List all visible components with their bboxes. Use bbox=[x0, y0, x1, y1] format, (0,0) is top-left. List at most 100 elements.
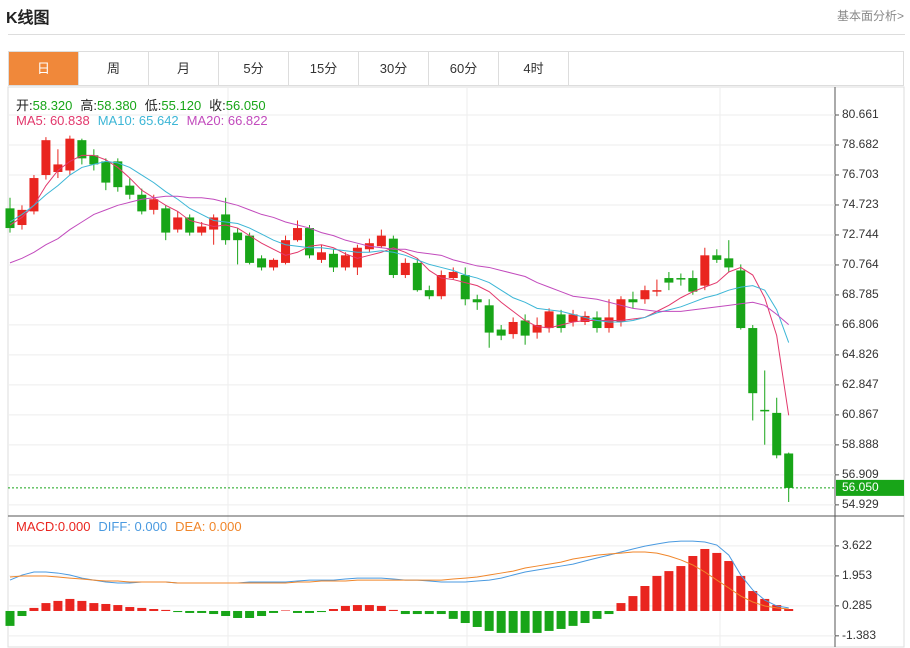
y-tick-label: 0.285 bbox=[842, 598, 872, 612]
candle-body bbox=[520, 320, 530, 336]
macd-bar bbox=[748, 591, 758, 611]
candle-body bbox=[89, 155, 99, 165]
macd-bar bbox=[173, 610, 183, 613]
candle-body bbox=[676, 278, 686, 280]
legend-entry: MA5: 60.838 bbox=[16, 113, 90, 128]
legend-entry: DEA: 0.000 bbox=[175, 519, 242, 534]
candle-body bbox=[65, 138, 75, 171]
macd-bar bbox=[89, 603, 99, 611]
candle-body bbox=[664, 278, 674, 283]
candle-body bbox=[328, 253, 338, 268]
candle-body bbox=[748, 328, 758, 394]
macd-bar bbox=[17, 610, 27, 617]
y-tick-label: 62.847 bbox=[842, 377, 879, 391]
macd-bar bbox=[149, 609, 159, 611]
y-tick-label: 56.909 bbox=[842, 467, 879, 481]
period-tab[interactable]: 日 bbox=[9, 52, 79, 85]
macd-line bbox=[9, 551, 789, 610]
period-tab[interactable]: 周 bbox=[79, 52, 149, 85]
macd-bar bbox=[724, 561, 734, 611]
candle-body bbox=[628, 299, 638, 303]
macd-bar bbox=[197, 610, 207, 613]
period-tab[interactable]: 4时 bbox=[499, 52, 569, 85]
macd-bar bbox=[652, 575, 662, 611]
period-tab[interactable]: 5分 bbox=[219, 52, 289, 85]
candle-body bbox=[568, 314, 578, 322]
ma-line bbox=[9, 195, 790, 326]
macd-legend: MACD:0.000 DIFF: 0.000 DEA: 0.000 bbox=[16, 519, 250, 534]
candle-body bbox=[53, 164, 63, 172]
candle-body bbox=[544, 311, 554, 329]
y-tick-label: 74.723 bbox=[842, 197, 879, 211]
fundamental-link[interactable]: 基本面分析> bbox=[836, 9, 904, 23]
info-value: 58.320 bbox=[32, 98, 73, 113]
candle-body bbox=[149, 199, 159, 210]
macd-bar bbox=[257, 610, 267, 617]
candle-body bbox=[5, 208, 15, 229]
candle-body bbox=[772, 412, 782, 456]
candle-body bbox=[293, 228, 303, 241]
info-value: 58.380 bbox=[97, 98, 137, 113]
divider bbox=[8, 34, 905, 35]
candle-body bbox=[161, 208, 171, 233]
macd-bar bbox=[760, 598, 770, 611]
candle-body bbox=[388, 238, 398, 276]
candle-body bbox=[173, 217, 183, 230]
macd-bar bbox=[293, 610, 303, 613]
period-tabs: 日周月 5分 15分 30分 60分 4时 bbox=[8, 51, 904, 86]
candle-body bbox=[233, 232, 243, 241]
macd-bar bbox=[412, 610, 422, 615]
macd-bar bbox=[221, 610, 231, 617]
macd-bar bbox=[29, 607, 39, 611]
candle-body bbox=[532, 325, 542, 333]
macd-bar bbox=[520, 610, 530, 633]
ma-line bbox=[9, 154, 790, 416]
macd-bar bbox=[328, 609, 338, 611]
candle-body bbox=[496, 329, 506, 336]
candle-body bbox=[508, 321, 518, 335]
macd-bar bbox=[5, 610, 15, 626]
macd-bar bbox=[281, 610, 291, 611]
candle-body bbox=[592, 317, 602, 329]
candle-body bbox=[304, 228, 314, 256]
page-title: K线图 bbox=[6, 10, 50, 27]
candle-body bbox=[257, 258, 267, 268]
macd-bar bbox=[688, 555, 698, 611]
candle-body bbox=[269, 259, 279, 268]
candle-body bbox=[101, 161, 111, 183]
info-label: 高: bbox=[80, 98, 98, 113]
macd-bar bbox=[316, 610, 326, 613]
macd-bar bbox=[592, 610, 602, 619]
period-tab[interactable]: 30分 bbox=[359, 52, 429, 85]
candle-body bbox=[400, 262, 410, 276]
ohlc-info: 开:58.320 高:58.380 低:55.120 收:56.050 bbox=[16, 95, 274, 114]
ma-legend: MA5: 60.838 MA10: 65.642 MA20: 66.822 bbox=[16, 113, 276, 128]
macd-bar bbox=[628, 596, 638, 611]
info-value: 55.120 bbox=[161, 98, 202, 113]
candle-body bbox=[113, 161, 123, 188]
macd-bar bbox=[616, 603, 626, 611]
macd-bar bbox=[604, 610, 614, 615]
candle-body bbox=[41, 140, 51, 176]
macd-bar bbox=[233, 610, 243, 618]
macd-bar bbox=[77, 600, 87, 611]
y-tick-label: 76.703 bbox=[842, 167, 879, 181]
period-tab[interactable]: 60分 bbox=[429, 52, 499, 85]
candle-body bbox=[340, 255, 350, 268]
macd-bar bbox=[388, 609, 398, 611]
period-tab[interactable]: 15分 bbox=[289, 52, 359, 85]
candle-body bbox=[460, 275, 470, 300]
macd-bar bbox=[640, 586, 650, 611]
candle-body bbox=[556, 314, 566, 329]
period-tab[interactable]: 月 bbox=[149, 52, 219, 85]
last-price-box bbox=[836, 479, 904, 496]
macd-bar bbox=[41, 603, 51, 611]
candle-body bbox=[245, 235, 255, 263]
macd-bar bbox=[352, 605, 362, 611]
y-tick-label: 1.953 bbox=[842, 568, 872, 582]
macd-bar bbox=[125, 607, 135, 611]
candle-body bbox=[688, 278, 698, 292]
legend-entry: MACD:0.000 bbox=[16, 519, 91, 534]
macd-bar bbox=[712, 552, 722, 611]
